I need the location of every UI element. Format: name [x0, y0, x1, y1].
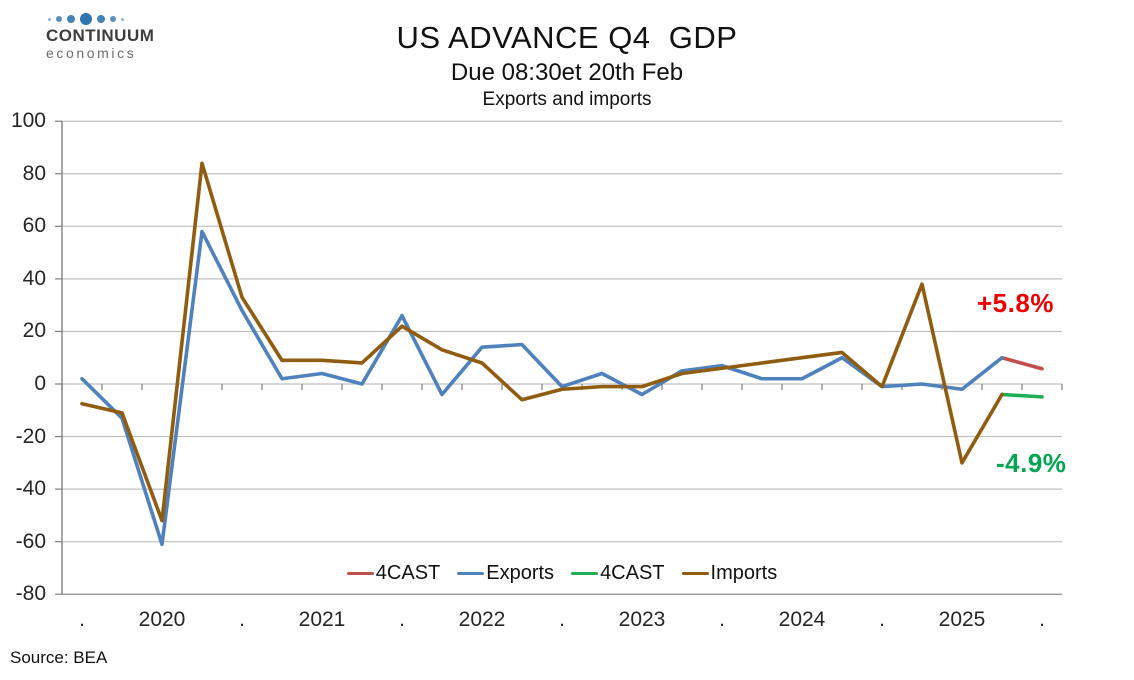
legend-swatch-icon [681, 571, 709, 576]
y-axis-label: -60 [15, 529, 46, 553]
x-axis-label: . [399, 608, 405, 631]
y-axis-label: 40 [22, 266, 46, 290]
logo-dot-icon [97, 15, 105, 23]
legend-label: 4CAST [375, 562, 441, 584]
x-axis-label: . [79, 608, 85, 631]
x-axis-label: 2023 [618, 608, 666, 631]
logo-name: CONTINUUM [46, 26, 155, 45]
logo-dots-icon [48, 12, 196, 26]
continuum-economics-logo: CONTINUUM economics [46, 12, 196, 61]
logo-dot-icon [121, 17, 124, 21]
series-line-exports-actual [80, 229, 1004, 547]
x-axis-label: 2022 [458, 608, 506, 631]
chart-legend: 4CAST Exports 4CAST Imports [62, 562, 1062, 585]
imports-forecast-annotation: -4.9% [996, 448, 1067, 478]
y-axis-label: -40 [15, 477, 46, 501]
legend-swatch-icon [457, 571, 485, 576]
y-axis-label: 60 [22, 214, 46, 238]
x-axis-label: . [719, 608, 725, 631]
logo-subname: economics [46, 45, 137, 61]
x-axis-label: 2020 [138, 608, 186, 631]
legend-item-4cast: 4CAST [571, 562, 665, 585]
series-line-exports-forecast [1000, 355, 1044, 371]
logo-dot-icon [56, 16, 62, 22]
series-line-imports-actual [80, 161, 1004, 523]
series-line-imports-forecast [1000, 392, 1044, 399]
x-axis-label: 2024 [778, 608, 826, 631]
x-axis-label: . [1039, 608, 1045, 631]
legend-label: 4CAST [600, 562, 665, 584]
legend-swatch-icon [571, 571, 599, 576]
logo-dot-icon [110, 16, 116, 22]
source-note: Source: BEA [10, 648, 108, 667]
y-axis-label: 80 [22, 161, 46, 185]
logo-dot-icon [48, 17, 51, 21]
legend-item-exports: Exports [457, 562, 554, 585]
x-axis-label: . [239, 608, 245, 631]
x-axis-label: . [559, 608, 565, 631]
legend-label: Imports [710, 562, 778, 584]
x-axis-label: . [879, 608, 885, 631]
legend-item-4cast: 4CAST [346, 562, 441, 585]
logo-dot-icon [80, 13, 92, 25]
x-axis-label: 2025 [938, 608, 986, 631]
y-axis-label: -80 [15, 582, 46, 606]
legend-item-imports: Imports [681, 562, 778, 585]
exports-forecast-annotation: +5.8% [977, 288, 1054, 318]
x-axis-label: 2021 [298, 608, 346, 631]
y-axis-label: 0 [34, 372, 46, 395]
y-axis-label: 100 [10, 109, 46, 133]
legend-swatch-icon [346, 571, 374, 576]
legend-label: Exports [486, 562, 555, 584]
y-axis-label: -20 [15, 424, 46, 448]
logo-dot-icon [67, 15, 75, 23]
y-axis-label: 20 [22, 319, 46, 343]
